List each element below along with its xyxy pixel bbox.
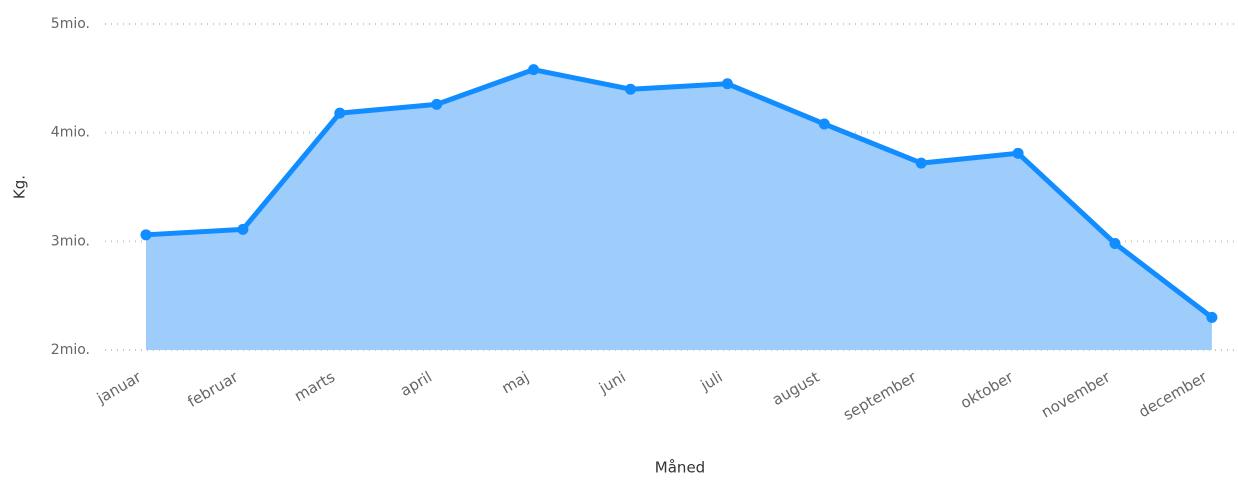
x-tick-label: oktober: [957, 367, 1017, 412]
point: [721, 78, 733, 90]
point: [1206, 311, 1218, 323]
x-tick-label: juni: [595, 368, 629, 398]
y-axis-label: Kg.: [11, 175, 29, 199]
area: [146, 69, 1212, 350]
x-tick-label: februar: [184, 367, 241, 411]
x-tick-label: august: [769, 368, 823, 409]
x-axis-label: Måned: [655, 459, 705, 477]
x-tick-label: november: [1038, 367, 1114, 421]
point: [334, 107, 346, 119]
point: [625, 83, 636, 95]
point: [915, 157, 927, 169]
y-tick-label: 3mio.: [51, 233, 90, 249]
x-tick-label: juli: [697, 368, 726, 395]
point: [528, 64, 540, 76]
x-tick-label: maj: [499, 368, 532, 398]
x-tick-label: april: [397, 368, 435, 400]
point: [1012, 147, 1024, 159]
y-tick-label: 2mio.: [51, 342, 90, 358]
point: [1109, 238, 1121, 250]
point: [818, 118, 830, 130]
x-tick-label: januar: [93, 367, 145, 407]
x-tick-label: december: [1136, 367, 1211, 421]
y-tick-label: 5mio.: [51, 16, 90, 32]
point: [140, 229, 152, 241]
y-tick-label: 4mio.: [51, 125, 90, 141]
line: [145, 67, 1214, 320]
x-tick-label: marts: [291, 368, 338, 406]
x-tick-label: september: [840, 367, 920, 424]
point: [237, 223, 249, 235]
point: [431, 98, 443, 110]
